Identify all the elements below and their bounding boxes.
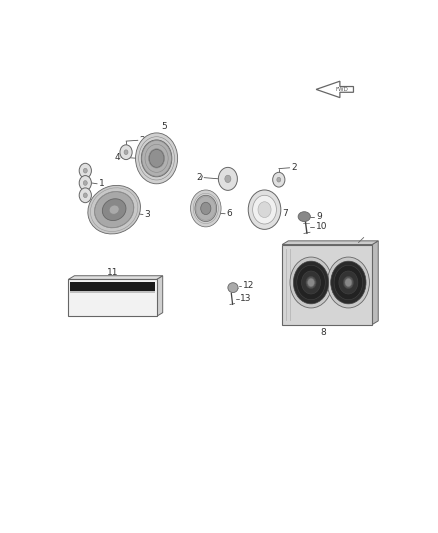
Circle shape <box>248 190 281 229</box>
Circle shape <box>201 202 211 215</box>
Text: 11: 11 <box>107 268 119 277</box>
Polygon shape <box>156 276 162 317</box>
Text: 2: 2 <box>291 163 297 172</box>
Circle shape <box>327 257 369 308</box>
Circle shape <box>293 261 328 304</box>
Text: 4: 4 <box>115 152 120 161</box>
Circle shape <box>301 271 321 294</box>
Circle shape <box>343 276 353 289</box>
Circle shape <box>149 149 164 167</box>
Text: 6: 6 <box>227 209 233 218</box>
Text: 8: 8 <box>320 328 326 337</box>
Bar <box>68 279 157 317</box>
Polygon shape <box>372 241 378 325</box>
Text: 12: 12 <box>243 281 254 290</box>
Circle shape <box>339 271 358 294</box>
Ellipse shape <box>298 212 311 222</box>
Circle shape <box>345 278 352 287</box>
Circle shape <box>273 172 285 187</box>
Circle shape <box>225 175 231 182</box>
Text: 9: 9 <box>316 212 322 221</box>
Circle shape <box>277 177 281 182</box>
Circle shape <box>191 190 221 227</box>
Circle shape <box>83 193 87 198</box>
Ellipse shape <box>109 205 119 214</box>
Circle shape <box>331 261 366 304</box>
Circle shape <box>79 188 92 203</box>
Circle shape <box>79 163 92 178</box>
Circle shape <box>83 168 87 173</box>
Ellipse shape <box>228 282 238 293</box>
Circle shape <box>297 265 325 300</box>
Circle shape <box>253 195 276 224</box>
Text: 7: 7 <box>282 209 288 218</box>
Text: 2: 2 <box>140 136 145 145</box>
Polygon shape <box>282 241 378 245</box>
Bar <box>70 282 155 291</box>
Circle shape <box>258 202 271 217</box>
Circle shape <box>306 276 316 289</box>
Polygon shape <box>68 276 162 279</box>
Bar <box>282 245 372 325</box>
Circle shape <box>307 278 314 287</box>
Circle shape <box>219 167 237 190</box>
Circle shape <box>195 195 217 222</box>
Ellipse shape <box>88 185 141 234</box>
Circle shape <box>124 150 128 155</box>
Text: 1: 1 <box>99 179 105 188</box>
Text: 10: 10 <box>316 222 328 231</box>
Circle shape <box>334 265 363 300</box>
Ellipse shape <box>102 199 126 221</box>
Circle shape <box>120 145 132 159</box>
Text: 3: 3 <box>145 210 151 219</box>
Circle shape <box>83 181 87 185</box>
Text: 2: 2 <box>196 173 201 182</box>
Circle shape <box>79 175 92 190</box>
Text: 5: 5 <box>162 122 167 131</box>
Circle shape <box>135 133 178 184</box>
Text: FWD: FWD <box>335 87 348 92</box>
Bar <box>70 290 155 293</box>
Text: 13: 13 <box>240 294 252 303</box>
Ellipse shape <box>95 191 134 228</box>
Circle shape <box>141 140 172 177</box>
Circle shape <box>290 257 332 308</box>
